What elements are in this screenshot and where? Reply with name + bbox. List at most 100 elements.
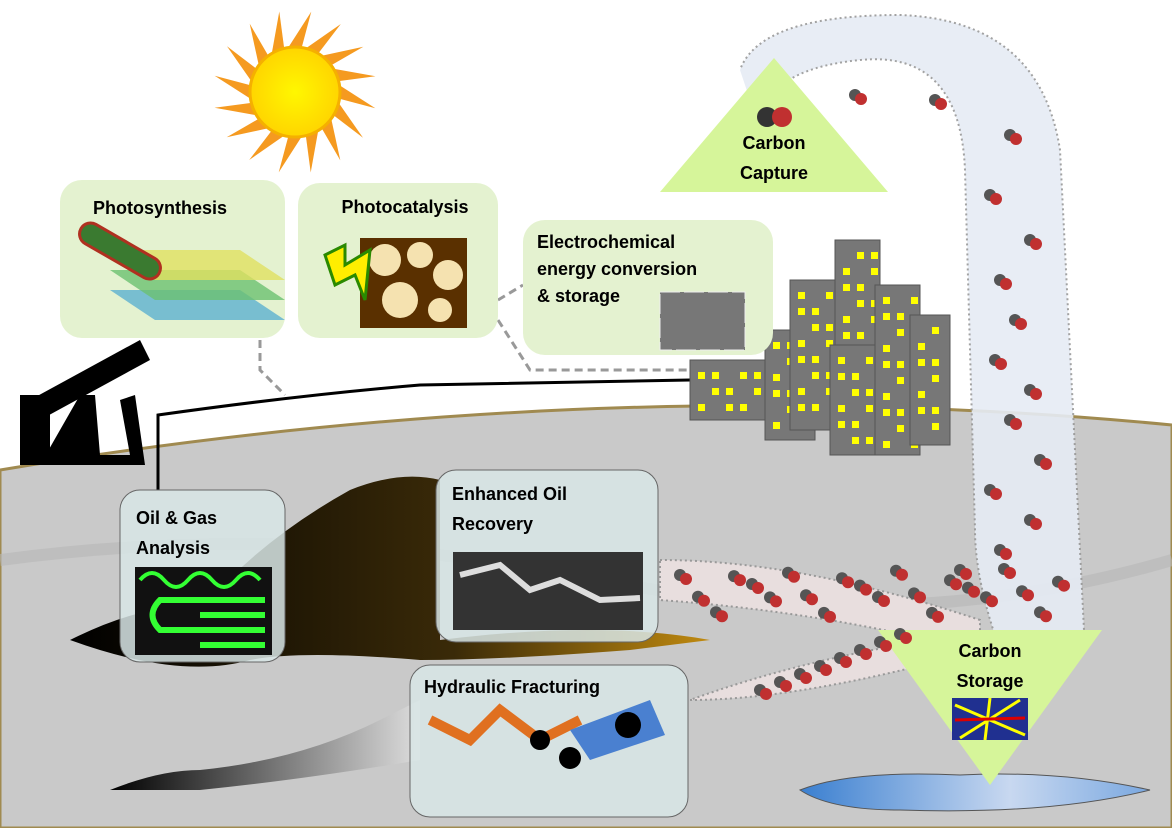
co2-molecule [1010, 418, 1022, 430]
window [883, 345, 890, 352]
co2-molecule [968, 586, 980, 598]
window [726, 404, 733, 411]
co2-molecule [820, 664, 832, 676]
window [883, 441, 890, 448]
window [918, 343, 925, 350]
co2-molecule [1040, 610, 1052, 622]
co2-molecule [900, 632, 912, 644]
co2-molecule [842, 576, 854, 588]
building [910, 315, 950, 445]
co2-molecule [932, 611, 944, 623]
window [698, 372, 705, 379]
co2-molecule [698, 595, 710, 607]
co2-molecule [680, 573, 692, 585]
co2-molecule [935, 98, 947, 110]
window [798, 340, 805, 347]
window [866, 389, 873, 396]
label: Electrochemical [537, 232, 675, 252]
co2-molecule [806, 593, 818, 605]
window [740, 372, 747, 379]
co2-molecule [1040, 458, 1052, 470]
label: Hydraulic Fracturing [424, 677, 600, 697]
co2-molecule [734, 574, 746, 586]
window [798, 292, 805, 299]
label: Photocatalysis [341, 197, 468, 217]
window [843, 284, 850, 291]
window [773, 390, 780, 397]
window [883, 361, 890, 368]
eor-image [453, 552, 643, 630]
sun-disc [250, 47, 340, 137]
co2-molecule [752, 582, 764, 594]
sun-ray [272, 12, 284, 54]
window [754, 388, 761, 395]
co2-molecule [770, 595, 782, 607]
label: & storage [537, 286, 620, 306]
label: energy conversion [537, 259, 697, 279]
co2-molecule [780, 680, 792, 692]
window [918, 391, 925, 398]
sun-ray [279, 136, 302, 172]
label: Enhanced Oil [452, 484, 567, 504]
window [798, 356, 805, 363]
co2-molecule [855, 93, 867, 105]
window [812, 308, 819, 315]
window [871, 268, 878, 275]
window [773, 342, 780, 349]
storage-image [952, 698, 1028, 740]
window [866, 357, 873, 364]
sun-ray [306, 131, 318, 173]
window [838, 421, 845, 428]
window [932, 423, 939, 430]
co2-molecule [824, 611, 836, 623]
co2-molecule [914, 591, 926, 603]
window [932, 407, 939, 414]
sun-ray [215, 103, 257, 115]
co2-molecule [960, 568, 972, 580]
window [932, 327, 939, 334]
window [754, 372, 761, 379]
window [843, 268, 850, 275]
co2-molecule [860, 584, 872, 596]
window [852, 421, 859, 428]
co2-molecule [1010, 133, 1022, 145]
co2-molecule [716, 610, 728, 622]
co2-molecule [760, 688, 772, 700]
window [726, 388, 733, 395]
window [897, 313, 904, 320]
co2-molecule [986, 595, 998, 607]
co2-molecule [800, 672, 812, 684]
window [712, 372, 719, 379]
window [883, 409, 890, 416]
sun-ray [339, 85, 375, 108]
window [866, 405, 873, 412]
co2-molecule [950, 578, 962, 590]
label: Analysis [136, 538, 210, 558]
microfluidic-image [135, 567, 272, 655]
label: Capture [740, 163, 808, 183]
window [883, 313, 890, 320]
window [812, 324, 819, 331]
sun-ray [334, 69, 376, 81]
co2-molecule [1030, 388, 1042, 400]
window [798, 308, 805, 315]
window [843, 332, 850, 339]
window [852, 373, 859, 380]
window [897, 377, 904, 384]
co2-molecule [1000, 548, 1012, 560]
window [857, 284, 864, 291]
window [852, 437, 859, 444]
diagram: Photosynthesis Photocatalysis Electrochemi… [0, 0, 1172, 828]
label: Photosynthesis [93, 198, 227, 218]
co2-molecule [878, 595, 890, 607]
sun [215, 12, 376, 173]
window [812, 372, 819, 379]
co2-molecule [896, 569, 908, 581]
co2-molecule [788, 571, 800, 583]
window [843, 316, 850, 323]
window [911, 297, 918, 304]
label: Recovery [452, 514, 533, 534]
co2-molecule [995, 358, 1007, 370]
label: Oil & Gas [136, 508, 217, 528]
window [857, 332, 864, 339]
